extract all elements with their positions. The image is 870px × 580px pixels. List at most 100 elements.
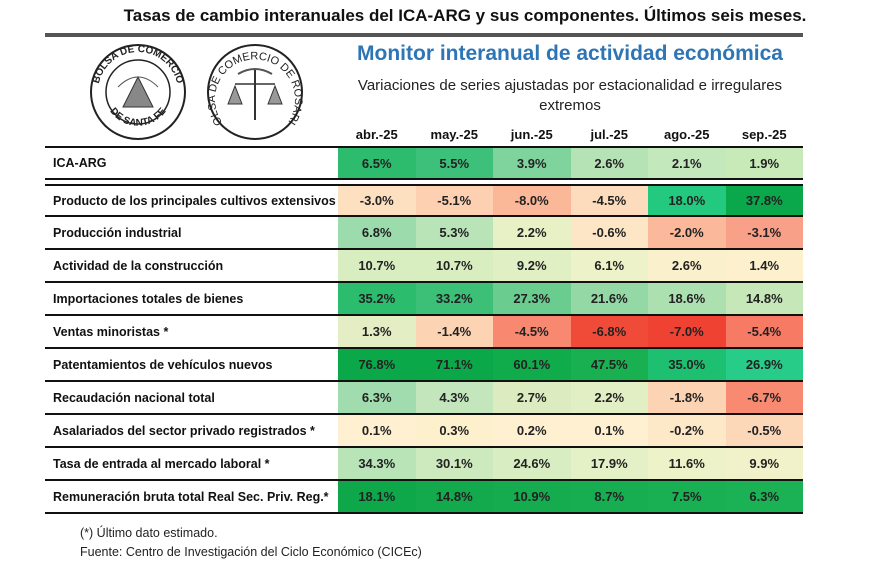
row-label: Importaciones totales de bienes (53, 291, 244, 306)
value-cell: 1.3% (338, 316, 416, 347)
value-cell: 7.5% (648, 481, 726, 512)
month-header-cell: may.-25 (430, 127, 478, 142)
value-cell: 5.3% (415, 217, 493, 248)
value-cell: 5.5% (415, 148, 493, 178)
value-cell: -5.4% (725, 316, 803, 347)
table-row: ICA-ARG 6.5% 5.5% 3.9% 2.6% 2.1% 1.9% (45, 146, 803, 180)
value-cell: 9.2% (493, 250, 571, 281)
value-cell: -0.5% (725, 415, 803, 446)
month-header-cell: sep.-25 (741, 127, 787, 142)
value-cell: 14.8% (415, 481, 493, 512)
table-row: Ventas minoristas * 1.3% -1.4% -4.5% -6.8% -7… (45, 316, 803, 349)
value-cell: 2.2% (570, 382, 648, 413)
indicators-table: ICA-ARG 6.5% 5.5% 3.9% 2.6% 2.1% 1.9% Producto … (45, 146, 803, 514)
value-cell: -2.0% (648, 217, 726, 248)
svg-text:DE SANTA FE: DE SANTA FE (108, 106, 169, 129)
value-cell: -6.7% (725, 382, 803, 413)
svg-text:BOLSA DE COMERCIO DE ROSARIO: BOLSA DE COMERCIO DE ROSARIO (200, 42, 304, 128)
value-cell: -1.8% (648, 382, 726, 413)
value-cell: 1.9% (725, 148, 803, 178)
value-cell: 47.5% (570, 349, 648, 380)
month-header-cell: jun.-25 (510, 127, 553, 142)
table-row: Producción industrial 6.8% 5.3% 2.2% -0.6% -2… (45, 217, 803, 250)
value-cell: 14.8% (725, 283, 803, 314)
table-row: Remuneración bruta total Real Sec. Priv.… (45, 481, 803, 514)
value-cell: 35.0% (648, 349, 726, 380)
monitor-title: Monitor interanual de actividad económic… (357, 42, 783, 65)
value-cell: 76.8% (338, 349, 416, 380)
value-cell: -6.8% (570, 316, 648, 347)
footnote: (*) Último dato estimado. (80, 526, 218, 540)
value-cell: 24.6% (493, 448, 571, 479)
row-label: Tasa de entrada al mercado laboral * (53, 456, 270, 471)
value-cell: -3.0% (338, 186, 416, 215)
table-row: Patentamientos de vehículos nuevos 76.8% 7… (45, 349, 803, 382)
row-label: Actividad de la construcción (53, 258, 224, 273)
value-cell: -3.1% (725, 217, 803, 248)
value-cell: 0.1% (338, 415, 416, 446)
page-title: Tasas de cambio interanuales del ICA-ARG… (123, 6, 807, 25)
row-label: ICA-ARG (53, 156, 107, 170)
value-cell: -4.5% (493, 316, 571, 347)
month-header-cell: abr.-25 (355, 127, 398, 142)
month-header: abr.-25 may.-25 jun.-25 jul.-25 ago.-25 sep.-… (338, 127, 803, 142)
value-cell: -0.6% (570, 217, 648, 248)
value-cell: 2.2% (493, 217, 571, 248)
value-cell: -5.1% (415, 186, 493, 215)
table-row: Producto de los principales cultivos ext… (45, 184, 803, 217)
value-cell: 10.7% (338, 250, 416, 281)
value-cell: 0.3% (415, 415, 493, 446)
value-cell: 9.9% (725, 448, 803, 479)
bolsa-rosario-logo: BOLSA DE COMERCIO DE ROSARIO (200, 42, 304, 140)
value-cell: 26.9% (725, 349, 803, 380)
row-label: Asalariados del sector privado registrad… (53, 423, 315, 438)
value-cell: 30.1% (415, 448, 493, 479)
row-label: Remuneración bruta total Real Sec. Priv.… (53, 489, 329, 504)
row-label: Producto de los principales cultivos ext… (53, 193, 336, 208)
value-cell: -7.0% (648, 316, 726, 347)
value-cell: 21.6% (570, 283, 648, 314)
value-cell: 0.2% (493, 415, 571, 446)
value-cell: 37.8% (725, 186, 803, 215)
value-cell: 35.2% (338, 283, 416, 314)
value-cell: 6.1% (570, 250, 648, 281)
value-cell: -1.4% (415, 316, 493, 347)
table-row: Asalariados del sector privado registrad… (45, 415, 803, 448)
table-row: Recaudación nacional total 6.3% 4.3% 2.7% 2.… (45, 382, 803, 415)
value-cell: 2.6% (570, 148, 648, 178)
value-cell: 10.7% (415, 250, 493, 281)
table-row: Tasa de entrada al mercado laboral * 34.3… (45, 448, 803, 481)
value-cell: 2.7% (493, 382, 571, 413)
value-cell: -8.0% (493, 186, 571, 215)
value-cell: 6.5% (338, 148, 416, 178)
value-cell: 0.1% (570, 415, 648, 446)
value-cell: 8.7% (570, 481, 648, 512)
month-header-cell: jul.-25 (590, 127, 629, 142)
value-cell: 18.0% (648, 186, 726, 215)
row-label: Ventas minoristas * (53, 324, 169, 339)
table-row: Actividad de la construcción 10.7% 10.7% 9.… (45, 250, 803, 283)
value-cell: 2.6% (648, 250, 726, 281)
value-cell: 6.8% (338, 217, 416, 248)
value-cell: 1.4% (725, 250, 803, 281)
value-cell: 18.6% (648, 283, 726, 314)
value-cell: 11.6% (648, 448, 726, 479)
value-cell: 17.9% (570, 448, 648, 479)
value-cell: 6.3% (725, 481, 803, 512)
value-cell: 27.3% (493, 283, 571, 314)
table-row: Importaciones totales de bienes 35.2% 33.2… (45, 283, 803, 316)
row-label: Patentamientos de vehículos nuevos (53, 357, 273, 372)
value-cell: -4.5% (570, 186, 648, 215)
divider (45, 33, 803, 37)
subtitle: Variaciones de series ajustadas por esta… (357, 77, 783, 114)
value-cell: 3.9% (493, 148, 571, 178)
row-label: Producción industrial (53, 225, 182, 240)
row-label: Recaudación nacional total (53, 390, 215, 405)
value-cell: 2.1% (648, 148, 726, 178)
value-cell: 4.3% (415, 382, 493, 413)
value-cell: 60.1% (493, 349, 571, 380)
value-cell: 10.9% (493, 481, 571, 512)
value-cell: 6.3% (338, 382, 416, 413)
value-cell: 18.1% (338, 481, 416, 512)
value-cell: 71.1% (415, 349, 493, 380)
